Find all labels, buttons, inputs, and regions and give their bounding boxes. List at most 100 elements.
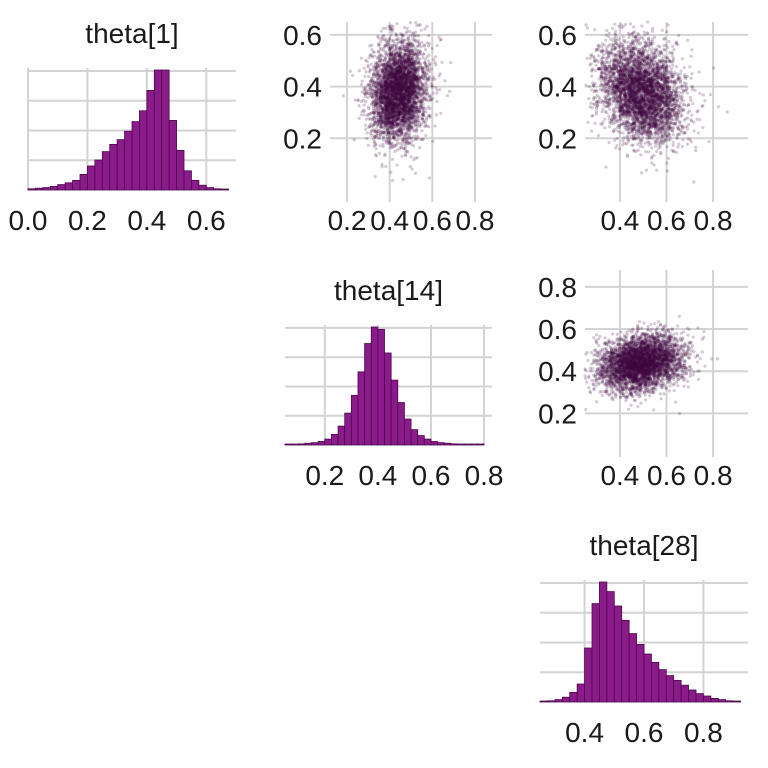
scatter-point xyxy=(404,31,408,35)
scatter-point xyxy=(388,102,392,106)
scatter-point xyxy=(368,117,372,121)
scatter-point xyxy=(411,34,415,38)
scatter-point xyxy=(393,149,397,154)
scatter-point xyxy=(384,39,388,43)
scatter-point xyxy=(386,137,390,141)
scatter-point xyxy=(391,39,395,43)
scatter-point xyxy=(378,128,382,133)
scatter-point xyxy=(402,124,406,128)
scatter-point xyxy=(365,136,369,140)
scatter-point xyxy=(435,44,439,48)
scatter-point xyxy=(394,48,398,52)
scatter-point xyxy=(385,141,389,145)
scatter-point xyxy=(370,95,375,99)
scatter-point xyxy=(368,86,372,90)
scatter-point xyxy=(407,58,411,62)
scatter-point xyxy=(387,111,392,115)
scatter-point xyxy=(377,83,382,87)
scatter-point xyxy=(396,70,400,75)
histogram-bar xyxy=(72,179,81,191)
scatter-point xyxy=(399,100,404,105)
scatter-point xyxy=(395,77,399,81)
scatter-point xyxy=(381,86,385,91)
scatter-point xyxy=(385,85,389,89)
scatter-point xyxy=(415,53,419,57)
scatter-point xyxy=(397,52,401,56)
scatter-point xyxy=(401,142,405,146)
scatter-point xyxy=(341,94,345,98)
scatter-point xyxy=(383,91,387,95)
scatter-point xyxy=(392,120,396,124)
scatter-point xyxy=(398,58,402,62)
scatter-point xyxy=(408,164,412,169)
scatter-point xyxy=(386,105,390,110)
scatter-point xyxy=(363,123,367,127)
scatter-point xyxy=(397,133,401,137)
scatter-point xyxy=(402,70,406,74)
scatter-point xyxy=(385,63,389,67)
scatter-point xyxy=(380,98,384,102)
scatter-point xyxy=(399,102,403,106)
scatter-point xyxy=(373,89,377,93)
scatter-point xyxy=(396,79,400,83)
scatter-point xyxy=(426,44,431,48)
scatter-point xyxy=(407,97,411,101)
scatter-point xyxy=(403,97,407,102)
scatter-point xyxy=(382,78,386,82)
scatter-point xyxy=(590,88,594,92)
scatter-point xyxy=(385,80,389,84)
scatter-point xyxy=(386,117,390,121)
scatter-point xyxy=(390,113,395,117)
scatter-point xyxy=(412,87,416,92)
scatter-point xyxy=(406,87,411,92)
scatter-point xyxy=(399,70,403,74)
scatter-point xyxy=(378,119,382,123)
scatter-point xyxy=(414,84,418,88)
scatter-point xyxy=(381,132,385,136)
scatter-point xyxy=(400,109,404,113)
scatter-point xyxy=(401,39,405,43)
scatter-point xyxy=(396,122,400,126)
scatter-point xyxy=(395,42,399,46)
scatter-point xyxy=(416,113,421,117)
scatter-point xyxy=(363,95,368,99)
scatter-point xyxy=(435,99,439,104)
scatter-point xyxy=(384,26,388,30)
scatter-point xyxy=(383,154,387,158)
scatter-point xyxy=(423,66,428,71)
scatter-point xyxy=(399,51,403,55)
scatter-point xyxy=(380,58,385,63)
scatter-point xyxy=(398,73,403,77)
scatter-point xyxy=(383,64,388,68)
scatter-point xyxy=(397,58,401,63)
scatter-point xyxy=(425,92,429,96)
scatter-point xyxy=(399,103,403,107)
histogram-bar xyxy=(153,69,163,191)
scatter-point xyxy=(386,130,390,134)
scatter-point xyxy=(388,110,392,114)
scatter-point xyxy=(395,106,400,111)
scatter-point xyxy=(408,81,413,85)
scatter-point xyxy=(389,98,393,102)
scatter-point xyxy=(408,111,412,116)
scatter-point xyxy=(384,123,388,128)
scatter-point xyxy=(389,62,393,66)
scatter-point xyxy=(364,70,368,74)
scatter-point xyxy=(418,50,423,54)
scatter-point xyxy=(390,74,394,78)
scatter-point xyxy=(427,64,432,68)
scatter-point xyxy=(397,101,402,106)
scatter-point xyxy=(402,104,406,108)
scatter-point xyxy=(382,126,386,130)
scatter-point xyxy=(402,83,406,87)
scatter-point xyxy=(402,60,406,64)
x-tick-label: 0.6 xyxy=(413,205,452,236)
scatter-point xyxy=(403,105,407,109)
scatter-point xyxy=(382,94,386,99)
scatter-point xyxy=(415,156,420,160)
scatter-point xyxy=(375,133,379,137)
scatter-point xyxy=(414,70,418,75)
scatter-point xyxy=(401,87,405,91)
scatter-point xyxy=(378,106,383,110)
scatter-point xyxy=(392,76,396,80)
